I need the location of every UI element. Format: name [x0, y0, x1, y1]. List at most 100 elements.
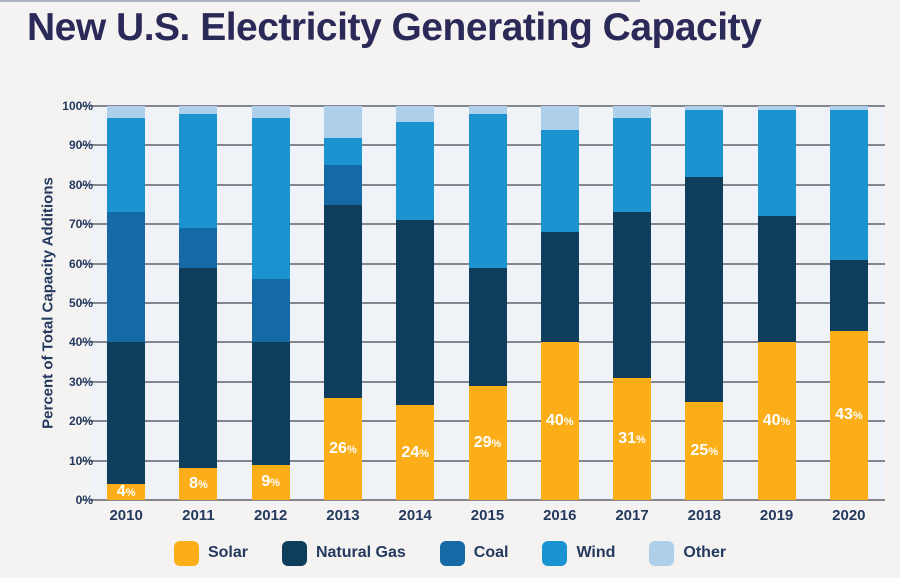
bar-value-label-2018: 25% [690, 441, 719, 459]
bar-segment-natural-gas-2012 [251, 342, 290, 465]
y-tick-mark-70 [80, 223, 88, 226]
legend-item-other: Other [649, 540, 726, 566]
x-axis-label-2010: 2010 [109, 507, 143, 524]
legend-item-natural-gas: Natural Gas [281, 540, 406, 566]
bar-group-2014: 24% [396, 106, 435, 500]
legend-label: Coal [473, 544, 509, 561]
bar-group-2018: 25% [685, 106, 724, 500]
bar-segment-other-2011 [179, 106, 218, 114]
bar-group-2019: 40% [757, 106, 796, 500]
y-tick-label-10: 10% [68, 453, 93, 468]
x-axis-label-2015: 2015 [470, 507, 505, 524]
bar-segment-solar-2011 [179, 468, 218, 500]
bar-segment-solar-2016 [540, 342, 579, 500]
bar-segment-solar-2018 [685, 401, 724, 500]
window-edge-artifact [0, 0, 640, 2]
legend-item-wind: Wind [542, 540, 616, 566]
bar-segment-other-2017 [613, 106, 652, 118]
y-tick-label-90: 90% [68, 138, 93, 153]
bar-segment-solar-2014 [396, 405, 435, 500]
bar-segment-wind-2011 [179, 113, 218, 229]
bar-segment-wind-2016 [540, 129, 579, 233]
x-axis-label-2017: 2017 [615, 507, 649, 524]
bar-group-2017: 31% [613, 106, 652, 500]
bar-value-label-2013: 26% [329, 439, 357, 457]
bar-segment-solar-2012 [251, 464, 290, 500]
bar-segment-wind-2014 [396, 121, 435, 221]
chart-title: New U.S. Electricity Generating Capacity [27, 6, 762, 49]
y-tick-label-50: 50% [68, 296, 93, 310]
bar-segment-wind-2015 [468, 113, 507, 268]
bar-value-label-2015: 29% [473, 433, 502, 451]
bar-segment-wind-2010 [107, 117, 146, 213]
x-axis-label-2011: 2011 [182, 507, 215, 524]
y-tick-label-40: 40% [68, 335, 93, 350]
x-axis-label-2012: 2012 [253, 507, 288, 524]
bar-segment-coal-2013 [323, 165, 362, 205]
bar-segment-other-2012 [251, 106, 290, 118]
bar-segment-other-2014 [396, 106, 435, 122]
bar-segment-natural-gas-2019 [757, 216, 796, 343]
bar-value-label-2010: 4% [116, 483, 136, 501]
bar-segment-other-2015 [468, 106, 507, 114]
bar-segment-solar-2010 [107, 484, 146, 500]
x-axis-label-2013: 2013 [326, 507, 360, 524]
bar-segment-coal-2011 [179, 228, 218, 268]
bar-segment-wind-2017 [613, 117, 652, 213]
legend-swatch-other [649, 540, 675, 566]
bar-group-2010: 4% [107, 106, 146, 501]
bar-segment-solar-2013 [323, 397, 362, 500]
bar-segment-natural-gas-2014 [396, 220, 435, 406]
bar-value-label-2014: 24% [401, 443, 429, 461]
legend-swatch-natural-gas [281, 540, 307, 566]
bar-segment-natural-gas-2013 [323, 204, 362, 398]
legend-label: Solar [207, 544, 248, 561]
bar-group-2016: 40% [540, 106, 579, 500]
y-tick-mark-0 [80, 499, 88, 501]
bar-segment-natural-gas-2015 [468, 267, 507, 386]
bar-segment-natural-gas-2016 [540, 232, 579, 343]
x-axis-label-2014: 2014 [398, 507, 432, 524]
bar-segment-solar-2015 [468, 385, 507, 500]
legend: Solar Natural Gas Coal Wind Other [0, 537, 900, 569]
gridline-100 [90, 105, 885, 107]
bar-segment-wind-2013 [323, 137, 362, 166]
y-tick-mark-100 [80, 105, 88, 107]
bar-value-label-2017: 31% [618, 429, 646, 447]
bar-segment-other-2010 [107, 106, 146, 118]
bar-group-2011: 8% [179, 106, 218, 500]
x-axis-label-2020: 2020 [832, 507, 866, 524]
bar-value-label-2020: 43% [835, 406, 863, 424]
y-tick-label-0: 0% [75, 493, 93, 507]
legend-item-coal: Coal [439, 540, 509, 566]
legend-label: Natural Gas [315, 544, 406, 561]
legend-swatch-wind [542, 540, 568, 566]
y-tick-label-20: 20% [68, 414, 93, 429]
y-tick-label-30: 30% [68, 374, 93, 389]
bar-value-label-2016: 40% [545, 412, 574, 430]
y-tick-mark-90 [80, 144, 88, 147]
bar-value-label-2019: 40% [762, 412, 791, 430]
bar-segment-wind-2019 [757, 109, 796, 217]
y-tick-label-100: 100% [62, 99, 93, 113]
bar-segment-natural-gas-2018 [685, 176, 724, 402]
y-tick-mark-40 [80, 341, 88, 344]
y-tick-label-60: 60% [68, 256, 93, 271]
y-tick-label-70: 70% [68, 217, 93, 232]
bar-segment-wind-2018 [685, 109, 724, 177]
bar-group-2013: 26% [323, 106, 362, 500]
legend-swatch-coal [439, 540, 465, 566]
y-tick-mark-50 [80, 302, 88, 304]
bar-segment-other-2016 [540, 106, 579, 130]
bar-segment-other-2013 [323, 106, 362, 138]
bar-segment-solar-2017 [613, 377, 652, 500]
legend-label: Wind [576, 544, 616, 561]
bar-segment-coal-2010 [107, 212, 146, 343]
bar-segment-natural-gas-2011 [179, 267, 218, 469]
bar-group-2020: 43% [829, 106, 868, 500]
legend-item-solar: Solar [173, 540, 248, 566]
legend-swatch-solar [173, 540, 199, 566]
plot-area: 4% 8% 9% 26% 24% 29% 40% 31% 25% 40% 43% [80, 105, 885, 501]
bar-segment-other-2020 [829, 106, 868, 110]
